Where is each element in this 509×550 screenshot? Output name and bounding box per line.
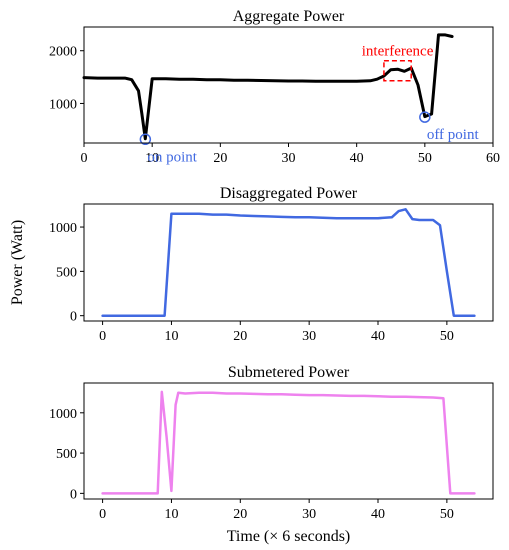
x-tick-label: 40 [371, 329, 385, 344]
plot-frame [83, 26, 494, 144]
x-tick-label: 30 [302, 507, 316, 522]
x-tick-label: 0 [99, 329, 106, 344]
on-point-label: on point [147, 149, 197, 165]
x-tick-label: 10 [145, 151, 159, 166]
series-line [101, 208, 476, 317]
x-tick-label: 50 [440, 507, 454, 522]
y-tick-label: 1000 [49, 407, 77, 422]
y-tick-label: 2000 [49, 45, 77, 60]
interference-box [383, 59, 412, 82]
x-axis-label: Time (× 6 seconds) [227, 528, 351, 545]
y-tick-label: 500 [56, 265, 77, 280]
x-tick-label: 40 [350, 151, 364, 166]
interference-label: interference [362, 44, 434, 60]
x-tick-label: 0 [99, 507, 106, 522]
x-tick-label: 30 [302, 329, 316, 344]
y-tick-label: 500 [56, 447, 77, 462]
x-tick-label: 40 [371, 507, 385, 522]
panel-title: Disaggregated Power [220, 185, 358, 202]
series-line [101, 390, 476, 495]
plot-frame [83, 382, 494, 500]
x-tick-label: 10 [164, 507, 178, 522]
panel-title: Aggregate Power [233, 8, 345, 25]
x-tick-label: 20 [213, 151, 227, 166]
x-tick-label: 10 [164, 329, 178, 344]
y-tick-label: 1000 [49, 97, 77, 112]
on-point-marker [139, 133, 152, 146]
panel-aggregate: Aggregate Power 0 10 20 30 40 50 60 1000 2000 inte… [49, 8, 500, 166]
y-tick-label: 1000 [49, 221, 77, 236]
x-tick-label: 20 [233, 329, 247, 344]
x-tick-label: 30 [282, 151, 296, 166]
off-point-label: off point [427, 127, 480, 143]
y-tick-label: 0 [70, 310, 77, 325]
y-axis-label: Power (Watt) [9, 220, 26, 305]
plot-frame [83, 203, 494, 322]
off-point-marker [419, 111, 431, 123]
x-tick-label: 50 [440, 329, 454, 344]
panel-title: Submetered Power [228, 364, 350, 381]
x-tick-label: 50 [418, 151, 432, 166]
y-tick-label: 0 [70, 487, 77, 502]
x-tick-label: 60 [486, 151, 500, 166]
x-tick-label: 20 [233, 507, 247, 522]
x-tick-label: 0 [81, 151, 88, 166]
